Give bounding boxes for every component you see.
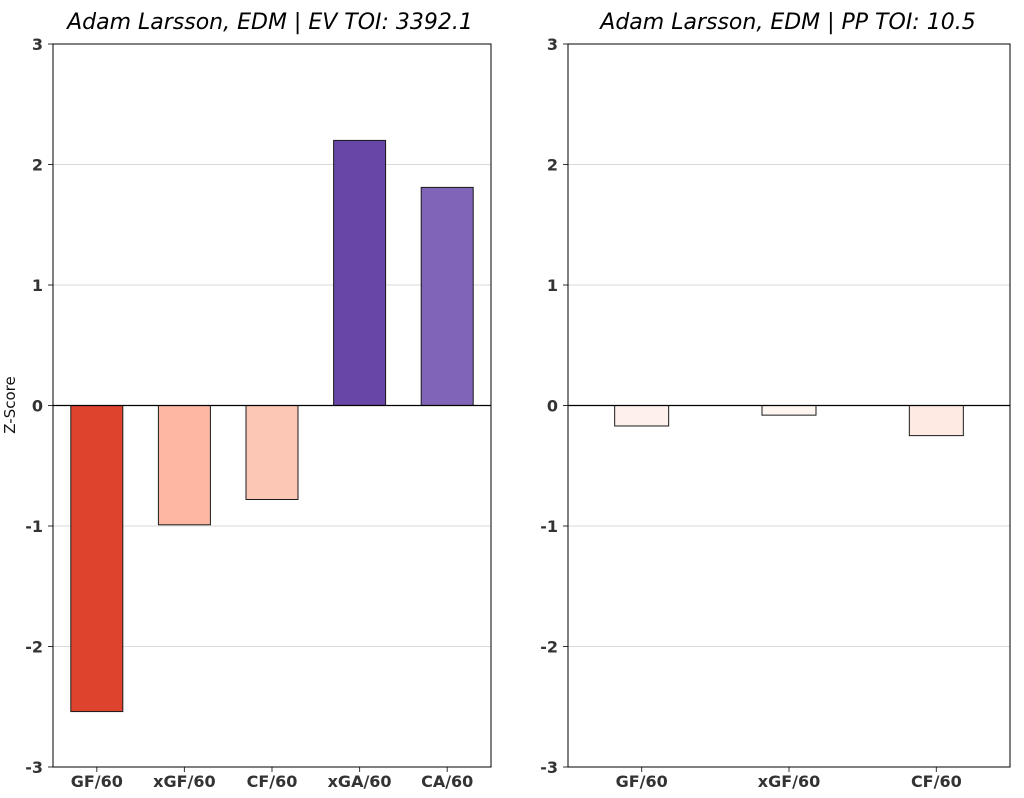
bar-ca-per-60 (420, 186, 474, 406)
x-tick-label: GF/60 (71, 772, 123, 791)
y-tick-label: -2 (540, 638, 558, 657)
bar-gf-per-60 (614, 405, 670, 427)
y-tick-label: -2 (25, 638, 43, 657)
y-tick-label: 2 (547, 156, 558, 175)
x-tick-label: xGF/60 (153, 772, 216, 791)
x-tick-label: CF/60 (247, 772, 298, 791)
bar-xgf-per-60 (761, 405, 817, 416)
y-tick-label: -1 (540, 517, 558, 536)
y-tick-label: -3 (540, 758, 558, 777)
y-tick-label: 0 (547, 397, 558, 416)
bar-cf-per-60 (908, 405, 964, 437)
y-tick-label: 2 (32, 156, 43, 175)
y-tick-label: 3 (547, 35, 558, 54)
y-tick-label: -3 (25, 758, 43, 777)
plot-frame (52, 43, 492, 768)
ev-chart-panel: Adam Larsson, EDM | EV TOI: 3392.1 Z-Sco… (1, 10, 492, 791)
y-tick-label: 0 (32, 397, 43, 416)
ev-chart-title: Adam Larsson, EDM | EV TOI: 3392.1 (65, 10, 473, 35)
plot-frame (567, 43, 1011, 768)
y-tick-label: 1 (32, 276, 43, 295)
y-tick-label: -1 (25, 517, 43, 536)
x-tick-label: xGF/60 (758, 772, 821, 791)
pp-chart-panel: Adam Larsson, EDM | PP TOI: 10.5 -3 -2 -1 0… (540, 10, 1011, 791)
x-tick-label: xGA/60 (328, 772, 392, 791)
y-tick-label: 1 (547, 276, 558, 295)
x-tick-label: CA/60 (421, 772, 473, 791)
bar-cf-per-60 (245, 405, 299, 500)
bar-xga-per-60 (333, 139, 387, 406)
bar-xgf-per-60 (157, 405, 211, 526)
y-axis-label: Z-Score (1, 376, 19, 433)
x-tick-label: GF/60 (616, 772, 668, 791)
pp-chart-title: Adam Larsson, EDM | PP TOI: 10.5 (598, 10, 975, 35)
x-tick-label: CF/60 (911, 772, 962, 791)
bar-gf-per-60 (70, 405, 124, 713)
y-tick-label: 3 (32, 35, 43, 54)
